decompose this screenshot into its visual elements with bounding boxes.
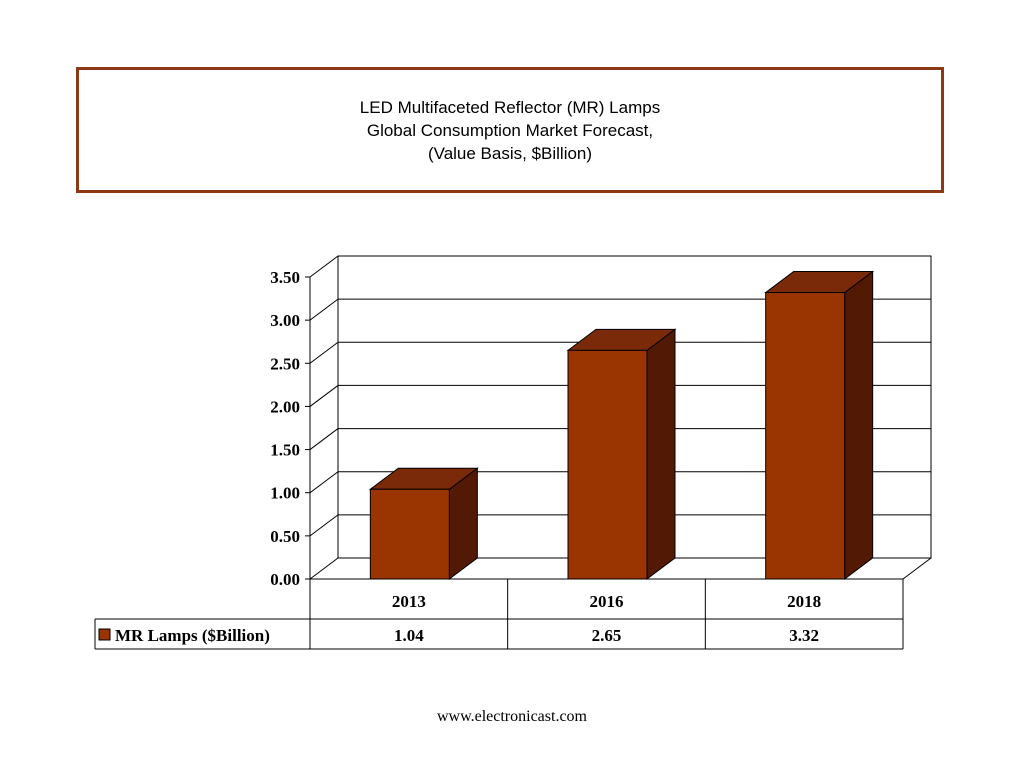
y-tick-label: 3.50 [270,268,300,287]
gridline-side [309,341,339,364]
floor-edge [902,557,932,580]
bar [369,488,450,580]
bar [567,349,648,580]
y-tick-label: 2.50 [270,354,300,373]
data-table-value: 3.32 [789,626,819,645]
bar-side [646,328,676,580]
y-tick-label: 1.50 [270,441,300,460]
chart-title-line-3: (Value Basis, $Billion) [427,143,593,163]
chart-title-line-1: LED Multifaceted Reflector (MR) Lamps [359,97,661,117]
gridline-side [309,428,339,450]
gridline-side [309,298,339,321]
bar [765,292,846,580]
y-tick-label: 0.00 [270,570,300,589]
chart-title-line-2: Global Consumption Market Forecast, [366,120,654,140]
y-tick-label: 2.00 [270,397,300,416]
x-category-label: 2016 [590,592,624,611]
gridline-side [309,385,339,407]
data-table-value: 2.65 [592,626,622,645]
x-category-label: 2018 [787,592,821,611]
gridline-side [309,514,339,537]
gridline-side [309,471,339,494]
y-tick-label: 0.50 [270,527,300,546]
footer-url: www.electronicast.com [436,708,587,725]
legend-label: MR Lamps ($Billion) [115,626,270,645]
bar-side [844,270,874,580]
gridline-side [309,255,339,278]
gridline-side [309,557,339,580]
y-tick-label: 3.00 [270,311,300,330]
chart-title-box: LED Multifaceted Reflector (MR) Lamps Gl… [76,67,944,193]
legend-swatch [98,628,111,641]
data-table-value: 1.04 [394,626,424,645]
y-tick-label: 1.00 [270,484,300,503]
x-category-label: 2013 [392,592,426,611]
